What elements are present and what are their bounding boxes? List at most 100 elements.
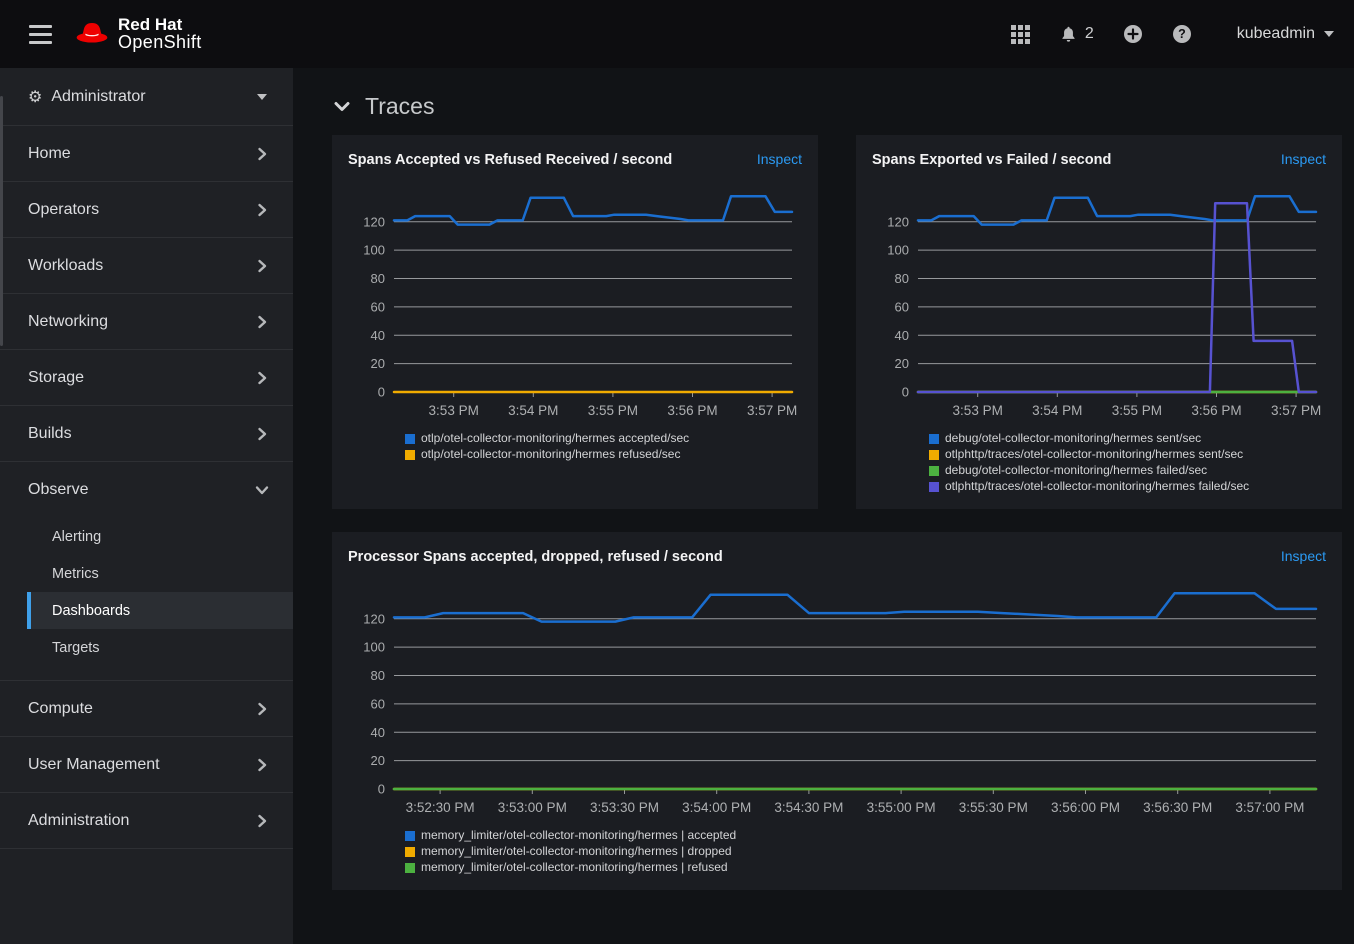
legend-item: memory_limiter/otel-collector-monitoring… <box>405 861 1326 874</box>
svg-text:120: 120 <box>363 214 385 229</box>
inspect-link[interactable]: Inspect <box>757 151 802 167</box>
card-spans-exported-failed: Spans Exported vs Failed / second Inspec… <box>856 135 1342 509</box>
sidebar: ⚙ Administrator Home Operators Workloads Ne… <box>0 68 293 944</box>
card-processor-spans: Processor Spans accepted, dropped, refus… <box>332 532 1342 890</box>
sidebar-item-builds[interactable]: Builds <box>0 406 293 462</box>
brand-name: Red Hat <box>118 16 202 34</box>
legend-label: otlphttp/traces/otel-collector-monitorin… <box>945 448 1243 461</box>
legend-label: otlp/otel-collector-monitoring/hermes re… <box>421 448 680 461</box>
svg-text:80: 80 <box>895 271 909 286</box>
svg-text:3:54:30 PM: 3:54:30 PM <box>774 800 843 815</box>
legend-label: debug/otel-collector-monitoring/hermes s… <box>945 432 1201 445</box>
svg-text:100: 100 <box>363 640 385 655</box>
svg-text:100: 100 <box>363 243 385 258</box>
svg-text:3:57 PM: 3:57 PM <box>1271 403 1321 418</box>
sidebar-item-administration[interactable]: Administration <box>0 793 293 849</box>
chart-legend: debug/otel-collector-monitoring/hermes s… <box>929 432 1326 493</box>
sidebar-item-user-management[interactable]: User Management <box>0 737 293 793</box>
section-title: Traces <box>365 93 434 120</box>
svg-text:60: 60 <box>371 299 385 314</box>
sidebar-item-label: Administration <box>28 812 129 830</box>
svg-text:3:54 PM: 3:54 PM <box>508 403 558 418</box>
sidebar-scrollbar-thumb[interactable] <box>0 96 3 346</box>
sidebar-item-operators[interactable]: Operators <box>0 182 293 238</box>
legend-label: memory_limiter/otel-collector-monitoring… <box>421 861 728 874</box>
sidebar-item-networking[interactable]: Networking <box>0 294 293 350</box>
svg-text:40: 40 <box>895 328 909 343</box>
chevron-right-icon <box>257 427 267 441</box>
svg-text:3:52:30 PM: 3:52:30 PM <box>406 800 475 815</box>
sidebar-item-alerting[interactable]: Alerting <box>27 518 293 555</box>
chart-spans-accepted-refused[interactable]: 0204060801001203:53 PM3:54 PM3:55 PM3:56… <box>348 178 802 422</box>
legend-swatch <box>929 482 939 492</box>
legend-item: memory_limiter/otel-collector-monitoring… <box>405 845 1326 858</box>
card-spans-accepted-refused: Spans Accepted vs Refused Received / sec… <box>332 135 818 509</box>
legend-label: otlphttp/traces/otel-collector-monitorin… <box>945 480 1249 493</box>
sidebar-item-observe[interactable]: Observe <box>0 462 293 518</box>
sidebar-item-workloads[interactable]: Workloads <box>0 238 293 294</box>
masthead: Red Hat OpenShift 2 ? ku <box>0 0 1354 68</box>
brand-logo[interactable]: Red Hat OpenShift <box>75 16 202 53</box>
sidebar-item-targets[interactable]: Targets <box>27 629 293 666</box>
add-button[interactable] <box>1123 24 1143 44</box>
sidebar-item-dashboards[interactable]: Dashboards <box>27 592 293 629</box>
svg-text:3:55:30 PM: 3:55:30 PM <box>959 800 1028 815</box>
svg-text:3:56:00 PM: 3:56:00 PM <box>1051 800 1120 815</box>
brand-product: OpenShift <box>118 33 202 52</box>
sidebar-item-metrics[interactable]: Metrics <box>27 555 293 592</box>
svg-text:3:55 PM: 3:55 PM <box>1112 403 1162 418</box>
help-button[interactable]: ? <box>1172 24 1192 44</box>
legend-swatch <box>405 863 415 873</box>
caret-down-icon <box>1324 31 1334 37</box>
legend-swatch <box>405 434 415 444</box>
svg-text:3:57:00 PM: 3:57:00 PM <box>1235 800 1304 815</box>
legend-swatch <box>405 450 415 460</box>
app-launcher-button[interactable] <box>1011 25 1030 44</box>
svg-text:20: 20 <box>371 753 385 768</box>
perspective-switcher[interactable]: ⚙ Administrator <box>0 68 293 126</box>
svg-text:20: 20 <box>895 356 909 371</box>
chart-legend: otlp/otel-collector-monitoring/hermes ac… <box>405 432 802 461</box>
notifications-button[interactable]: 2 <box>1059 25 1094 44</box>
svg-text:3:53 PM: 3:53 PM <box>953 403 1003 418</box>
chart-title: Processor Spans accepted, dropped, refus… <box>348 549 723 565</box>
svg-text:3:54:00 PM: 3:54:00 PM <box>682 800 751 815</box>
chevron-down-icon <box>334 101 350 112</box>
legend-swatch <box>405 847 415 857</box>
inspect-link[interactable]: Inspect <box>1281 548 1326 564</box>
legend-item: otlphttp/traces/otel-collector-monitorin… <box>929 480 1326 493</box>
user-menu-button[interactable]: kubeadmin <box>1237 25 1334 43</box>
legend-item: debug/otel-collector-monitoring/hermes f… <box>929 464 1326 477</box>
chevron-right-icon <box>257 259 267 273</box>
chevron-right-icon <box>257 203 267 217</box>
chart-processor-spans[interactable]: 0204060801001203:52:30 PM3:53:00 PM3:53:… <box>348 575 1326 819</box>
caret-down-icon <box>257 94 267 100</box>
chart-title: Spans Exported vs Failed / second <box>872 152 1111 168</box>
chart-spans-exported-failed[interactable]: 0204060801001203:53 PM3:54 PM3:55 PM3:56… <box>872 178 1326 422</box>
chevron-down-icon <box>255 485 269 495</box>
svg-text:3:53:00 PM: 3:53:00 PM <box>498 800 567 815</box>
hamburger-icon <box>29 25 52 28</box>
svg-text:80: 80 <box>371 668 385 683</box>
cogs-icon: ⚙ <box>28 87 42 107</box>
username: kubeadmin <box>1237 25 1315 43</box>
sidebar-item-label: Operators <box>28 201 99 219</box>
sidebar-item-home[interactable]: Home <box>0 126 293 182</box>
sidebar-item-label: User Management <box>28 756 160 774</box>
svg-text:3:56 PM: 3:56 PM <box>1191 403 1241 418</box>
chevron-right-icon <box>257 315 267 329</box>
inspect-link[interactable]: Inspect <box>1281 151 1326 167</box>
traces-section-toggle[interactable]: Traces <box>334 93 1342 120</box>
legend-item: debug/otel-collector-monitoring/hermes s… <box>929 432 1326 445</box>
sidebar-item-storage[interactable]: Storage <box>0 350 293 406</box>
chevron-right-icon <box>257 702 267 716</box>
svg-text:40: 40 <box>371 328 385 343</box>
chevron-right-icon <box>257 758 267 772</box>
legend-label: otlp/otel-collector-monitoring/hermes ac… <box>421 432 689 445</box>
legend-item: otlp/otel-collector-monitoring/hermes re… <box>405 448 802 461</box>
svg-text:20: 20 <box>371 356 385 371</box>
dashboard-main: Traces Spans Accepted vs Refused Receive… <box>293 68 1354 944</box>
nav-toggle-button[interactable] <box>27 21 54 48</box>
sidebar-item-compute[interactable]: Compute <box>0 681 293 737</box>
sidebar-item-label: Networking <box>28 313 108 331</box>
